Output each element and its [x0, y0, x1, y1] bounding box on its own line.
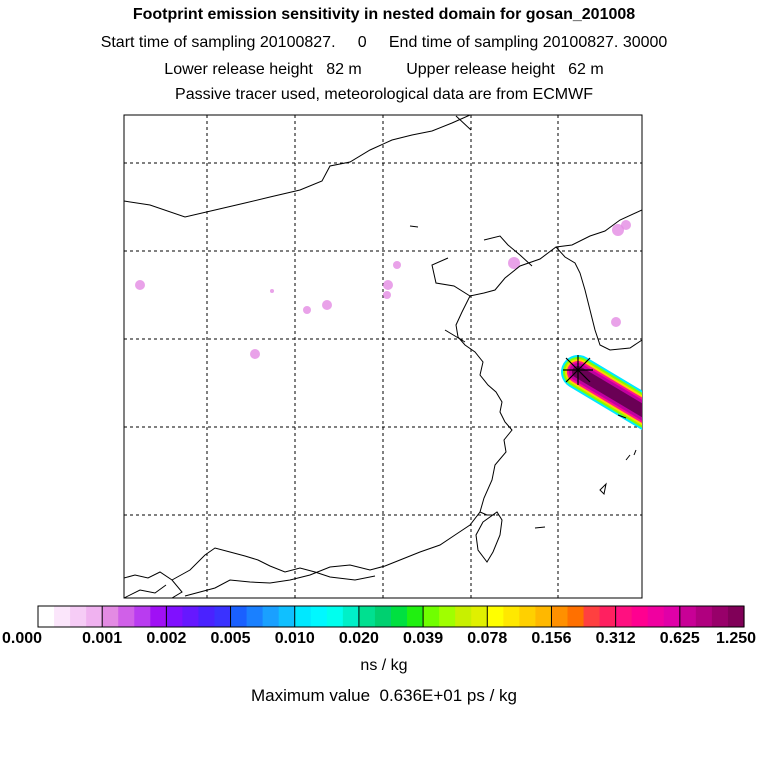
- colorbar-tick-label: 0.010: [274, 630, 315, 647]
- colorbar-cell: [214, 606, 232, 627]
- sensitivity-spot: [612, 224, 624, 236]
- plot-title: Footprint emission sensitivity in nested…: [132, 6, 636, 23]
- colorbar-cell: [679, 606, 697, 627]
- lower-label: Lower release height: [164, 61, 313, 78]
- colorbar-cell: [150, 606, 167, 627]
- colorbar-cell: [551, 606, 569, 627]
- colorbar-tick-label: 0.002: [146, 630, 187, 647]
- colorbar-cell: [278, 606, 296, 627]
- start-value: 20100827. 0: [259, 34, 367, 51]
- sensitivity-spot: [508, 257, 520, 269]
- colorbar-cell: [102, 606, 119, 627]
- colorbar-cell: [407, 606, 424, 627]
- colorbar-cell: [294, 606, 312, 627]
- start-label: Start time of sampling: [100, 34, 256, 51]
- colorbar-cell: [70, 606, 87, 627]
- colorbar-cell: [503, 606, 520, 627]
- colorbar-cell: [631, 606, 649, 627]
- colorbar-cell: [439, 606, 456, 627]
- colorbar-cell: [391, 606, 408, 627]
- colorbar-units: ns / kg: [360, 657, 408, 674]
- colorbar-cell: [615, 606, 633, 627]
- colorbar-cell: [310, 606, 328, 627]
- colorbar-cell: [727, 606, 745, 627]
- colorbar-cell: [246, 606, 264, 627]
- colorbar-tick-label: 0.625: [659, 630, 700, 647]
- colorbar-cell: [182, 606, 200, 627]
- colorbar-cell: [166, 606, 184, 627]
- colorbar-cell: [567, 606, 585, 627]
- sensitivity-spot: [250, 349, 260, 359]
- colorbar-tick-label: 0.312: [595, 630, 636, 647]
- footprint-plume: [561, 355, 642, 430]
- colorbar-cell: [118, 606, 135, 627]
- colorbar-cell: [38, 606, 55, 627]
- colorbar-tick-label: 0.078: [467, 630, 508, 647]
- colorbar-tick-label: 0.020: [338, 630, 379, 647]
- sensitivity-spot: [621, 220, 631, 230]
- colorbar-cell: [535, 606, 553, 627]
- colorbar-cell: [423, 606, 440, 627]
- upper-value: 62 m: [568, 61, 604, 78]
- sensitivity-spot: [383, 291, 391, 299]
- colorbar-cell: [342, 606, 360, 627]
- end-label: End time of sampling: [388, 34, 539, 51]
- colorbar-cell: [599, 606, 617, 627]
- colorbar-cell: [358, 606, 376, 627]
- colorbar-tick-label: 0.156: [531, 630, 572, 647]
- sensitivity-spot: [303, 306, 311, 314]
- lower-value: 82 m: [326, 61, 362, 78]
- colorbar-tick-label: 1.250: [715, 630, 757, 647]
- sensitivity-spot: [393, 261, 401, 269]
- plume-band: [572, 366, 642, 418]
- colorbar-cell: [86, 606, 103, 627]
- colorbar-cell: [487, 606, 504, 627]
- colorbar-tick-label: 0.039: [403, 630, 444, 647]
- coastlines: [124, 115, 642, 598]
- sampling-times: Start time of sampling 20100827. 0 End t…: [0, 34, 768, 52]
- colorbar-cell: [374, 606, 392, 627]
- colorbar-cell: [455, 606, 472, 627]
- graticule: [124, 115, 642, 598]
- maximum-label: Maximum value: [250, 686, 371, 705]
- sensitivity-spots: [135, 220, 631, 359]
- colorbar-cell: [134, 606, 151, 627]
- receptor-marker: [563, 355, 593, 385]
- upper-label: Upper release height: [406, 61, 555, 78]
- colorbar-cell: [230, 606, 248, 627]
- colorbar-tick-label: 0.005: [210, 630, 251, 647]
- colorbar-tick-label: 0.001: [82, 630, 123, 647]
- colorbar-cell: [663, 606, 681, 627]
- colorbar-cell: [471, 606, 488, 627]
- colorbar-cell: [198, 606, 216, 627]
- colorbar-cell: [326, 606, 344, 627]
- sensitivity-spot: [322, 300, 332, 310]
- maximum-value: Maximum value 0.636E+01 ps / kg: [0, 686, 768, 706]
- release-heights: Lower release height 82 m Upper release …: [0, 61, 768, 79]
- tracer-note: Passive tracer used, meteorological data…: [175, 86, 593, 103]
- sensitivity-spot: [270, 289, 274, 293]
- colorbar-outline: [37, 605, 745, 628]
- maximum-number: 0.636E+01 ps / kg: [379, 686, 518, 705]
- colorbar-cell: [583, 606, 601, 627]
- sensitivity-spot: [135, 280, 145, 290]
- sensitivity-spot: [383, 280, 393, 290]
- colorbar-cell: [695, 606, 713, 627]
- colorbar-cell: [519, 606, 537, 627]
- colorbar-cell: [54, 606, 71, 627]
- colorbar-cell: [647, 606, 665, 627]
- sensitivity-spot: [611, 317, 621, 327]
- colorbar-cell: [262, 606, 280, 627]
- colorbar-cell: [711, 606, 729, 627]
- colorbar-tick-label: 0.000: [1, 630, 43, 647]
- end-value: 20100827. 30000: [542, 34, 668, 51]
